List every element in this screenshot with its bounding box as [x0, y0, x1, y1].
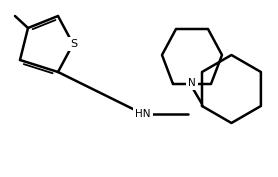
- Text: S: S: [70, 39, 78, 49]
- Text: HN: HN: [135, 109, 151, 119]
- Text: N: N: [188, 78, 196, 88]
